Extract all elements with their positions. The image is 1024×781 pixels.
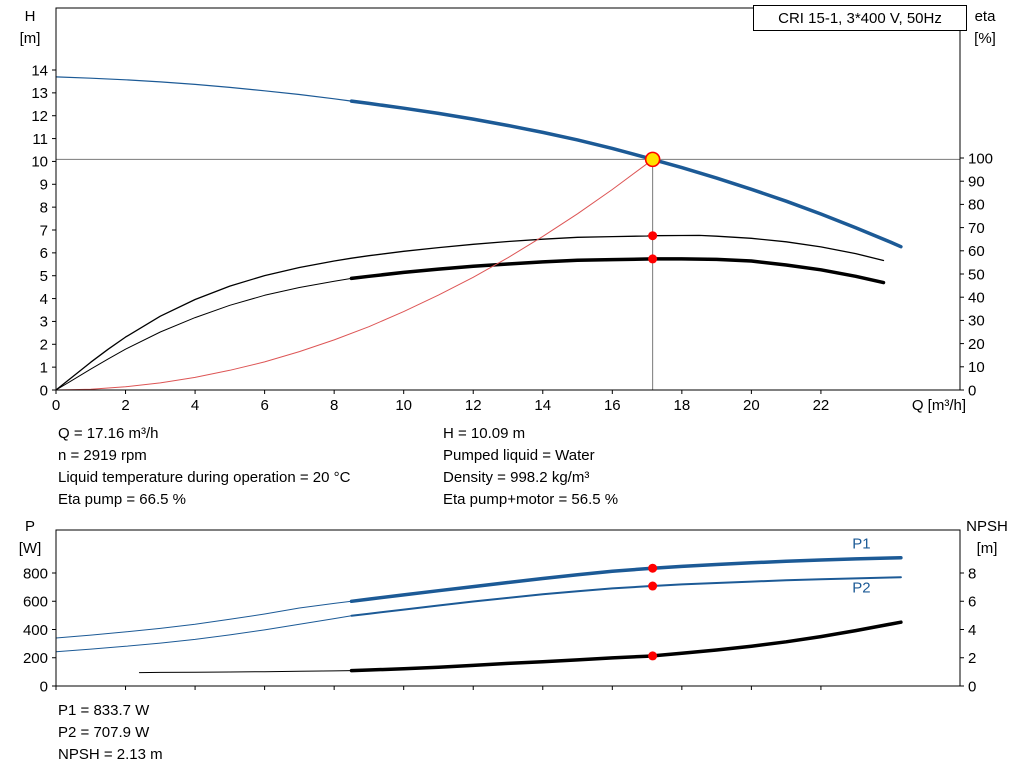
p2-curve-thin [55, 615, 352, 653]
eta-pump-motor-curve [349, 257, 886, 285]
operating-point-dot [648, 651, 658, 661]
y-left-tick-label: 8 [40, 199, 48, 216]
y-left-tick-label: 2 [40, 337, 48, 354]
x-tick-label: 2 [121, 397, 129, 414]
x-tick-label: 18 [674, 397, 691, 414]
y-right-axis-title: [m] [977, 540, 998, 557]
system-curve [55, 158, 654, 391]
x-tick-label: 8 [330, 397, 338, 414]
duty-point-marker [644, 151, 661, 168]
info-line-q: Q = 17.16 m³/h [58, 425, 159, 442]
eta-pump-curve [55, 234, 885, 391]
y-right-tick-label: 0 [968, 382, 976, 399]
y-right-tick-label: 80 [968, 197, 985, 214]
duty-info-left-column: Q = 17.16 m³/h n = 2919 rpm Liquid tempe… [58, 423, 350, 511]
x-tick-label: 4 [191, 397, 199, 414]
x-tick-label: 10 [395, 397, 412, 414]
x-tick-label: 16 [604, 397, 621, 414]
y-left-tick-label: 12 [31, 108, 48, 125]
y-right-tick-label: 4 [968, 622, 976, 639]
y-left-tick-label: 13 [31, 85, 48, 102]
info-line-n: n = 2919 rpm [58, 447, 147, 464]
p1-curve [349, 555, 903, 604]
y-left-tick-label: 400 [23, 622, 48, 639]
info-line-temperature: Liquid temperature during operation = 20… [58, 469, 351, 486]
npsh-curve-thin [138, 670, 352, 674]
y-left-tick-label: 10 [31, 154, 48, 171]
x-tick-label: 6 [260, 397, 268, 414]
operating-point-dot [648, 231, 658, 241]
y-left-tick-label: 7 [40, 222, 48, 239]
y-left-tick-label: 4 [40, 291, 48, 308]
y-right-tick-label: 20 [968, 336, 985, 353]
info-line-eta-pump: Eta pump = 66.5 % [58, 491, 186, 508]
info-line-npsh: NPSH = 2.13 m [58, 746, 163, 763]
operating-point-dot [648, 254, 658, 264]
y-right-tick-label: 50 [968, 266, 985, 283]
y-left-tick-label: 9 [40, 177, 48, 194]
p2-curve [350, 576, 902, 617]
hq-eta-chart: 0123456789101112131401020304050607080901… [20, 7, 997, 414]
x-tick-label: 0 [52, 397, 60, 414]
y-right-tick-label: 100 [968, 150, 993, 167]
eta-pump-motor-curve-thin [55, 277, 352, 391]
power-info-column: P1 = 833.7 W P2 = 707.9 W NPSH = 2.13 m [58, 700, 163, 766]
x-tick-label: 20 [743, 397, 760, 414]
y-left-tick-label: 0 [40, 382, 48, 399]
x-tick-label: 22 [813, 397, 830, 414]
y-right-tick-label: 90 [968, 173, 985, 190]
x-tick-label: 14 [534, 397, 551, 414]
plot-border [55, 529, 961, 687]
y-right-axis-title: eta [975, 8, 997, 25]
y-right-axis-title: NPSH [966, 518, 1008, 535]
power-npsh-chart: 0 200 400 600 800 0 2 4 6 8 P [W] NPSH [m] P1 P2 [19, 518, 1008, 695]
y-left-tick-label: 3 [40, 314, 48, 331]
x-tick-label: 12 [465, 397, 482, 414]
p1-curve-thin [55, 600, 352, 639]
y-left-tick-label: 600 [23, 594, 48, 611]
y-left-tick-label: 200 [23, 650, 48, 667]
y-left-tick-label: 1 [40, 359, 48, 376]
npsh-curve [349, 620, 903, 673]
x-axis-title: Q [m³/h] [912, 397, 966, 414]
info-line-h: H = 10.09 m [443, 425, 526, 442]
y-right-tick-label: 40 [968, 289, 985, 306]
y-left-axis-title: P [25, 518, 35, 535]
series-label-p2: P2 [852, 579, 870, 596]
info-line-eta-pump-motor: Eta pump+motor = 56.5 % [443, 491, 619, 508]
pump-model-label: CRI 15-1, 3*400 V, 50Hz [753, 5, 967, 31]
y-right-tick-label: 8 [968, 565, 976, 582]
y-left-tick-label: 0 [40, 678, 48, 695]
y-left-axis-title: [W] [19, 540, 42, 557]
head-curve-thin [55, 76, 353, 102]
y-right-tick-label: 0 [968, 678, 976, 695]
y-right-tick-label: 70 [968, 220, 985, 237]
y-right-axis-title: [%] [974, 30, 996, 47]
y-left-tick-label: 11 [32, 131, 48, 148]
info-line-p2: P2 = 707.9 W [58, 724, 150, 741]
plot-border [55, 7, 961, 391]
y-left-tick-label: 14 [31, 62, 48, 79]
y-right-tick-label: 60 [968, 243, 985, 260]
y-right-tick-label: 6 [968, 594, 976, 611]
series-label-p1: P1 [852, 535, 870, 552]
y-left-tick-label: 800 [23, 565, 48, 582]
y-left-tick-label: 5 [40, 268, 48, 285]
y-left-axis-title: [m] [20, 30, 41, 47]
y-right-tick-label: 10 [968, 359, 985, 376]
y-right-tick-label: 30 [968, 313, 985, 330]
y-right-tick-label: 2 [968, 650, 976, 667]
info-line-density: Density = 998.2 kg/m³ [443, 469, 590, 486]
head-curve [349, 99, 903, 249]
info-line-p1: P1 = 833.7 W [58, 702, 150, 719]
operating-point-dot [648, 581, 658, 591]
duty-info-right-column: H = 10.09 m Pumped liquid = Water Densit… [443, 423, 618, 511]
y-left-tick-label: 6 [40, 245, 48, 262]
pump-model-text: CRI 15-1, 3*400 V, 50Hz [778, 9, 942, 27]
operating-point-dot [648, 563, 658, 573]
y-left-axis-title: H [25, 8, 36, 25]
info-line-liquid: Pumped liquid = Water [443, 447, 595, 464]
